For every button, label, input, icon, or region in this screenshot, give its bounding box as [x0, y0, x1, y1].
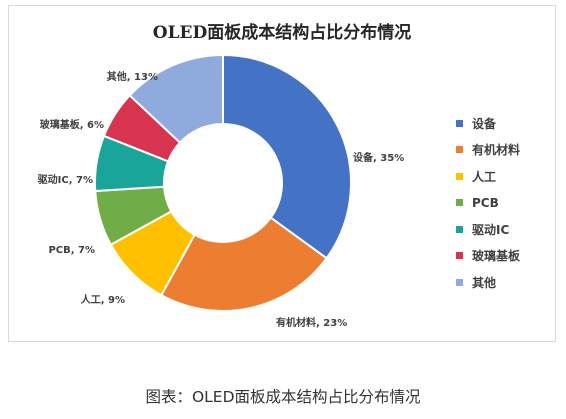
legend-label: 有机材料 [472, 143, 521, 158]
figure-caption: 图表：OLED面板成本结构占比分布情况 [145, 388, 421, 406]
legend-item: 设备 [456, 110, 520, 137]
data-label-4: PCB, 7% [48, 245, 95, 256]
legend-label: 玻璃基板 [472, 249, 521, 264]
data-label-1: 设备, 35% [353, 151, 404, 164]
legend-swatch [456, 146, 463, 154]
legend-item: 人工 [456, 163, 520, 190]
legend-swatch [456, 278, 463, 286]
data-label-7: 其他, 13% [107, 70, 158, 83]
chart-legend: 设备有机材料人工 PCB 驱动IC 玻璃基板其他 [456, 110, 520, 296]
legend-label: 人工 [472, 169, 497, 184]
donut-slice-2 [159, 216, 328, 312]
donut-slice-1 [222, 53, 352, 260]
data-label-5: 驱动IC, 7% [38, 173, 93, 186]
legend-item: PCB [456, 190, 520, 217]
legend-label: 其他 [472, 275, 497, 290]
legend-label: 驱动IC [472, 222, 510, 237]
legend-swatch [456, 225, 463, 233]
chart-frame: OLED面板成本结构占比分布情况 设备, 35% 有机材料, 23% 人工, 9% P… [8, 5, 556, 342]
legend-label: 设备 [472, 116, 497, 131]
legend-item: 有机材料 [456, 137, 520, 164]
legend-item: 玻璃基板 [456, 243, 520, 270]
legend-item: 其他 [456, 269, 520, 296]
data-label-6: 玻璃基板, 6% [40, 118, 104, 131]
legend-label: PCB [472, 195, 499, 210]
chart-title: OLED面板成本结构占比分布情况 [152, 23, 412, 43]
donut-chart: 设备, 35% 有机材料, 23% 人工, 9% PCB, 7% 驱动IC, 7% 玻璃基… [38, 53, 404, 329]
data-label-3: 人工, 9% [81, 293, 125, 306]
legend-swatch [456, 119, 463, 127]
data-label-2: 有机材料, 23% [276, 316, 347, 329]
donut-slice-7 [128, 53, 224, 145]
legend-swatch [456, 199, 463, 207]
legend-swatch [456, 252, 463, 260]
legend-item: 驱动IC [456, 216, 520, 243]
legend-swatch [456, 172, 463, 180]
